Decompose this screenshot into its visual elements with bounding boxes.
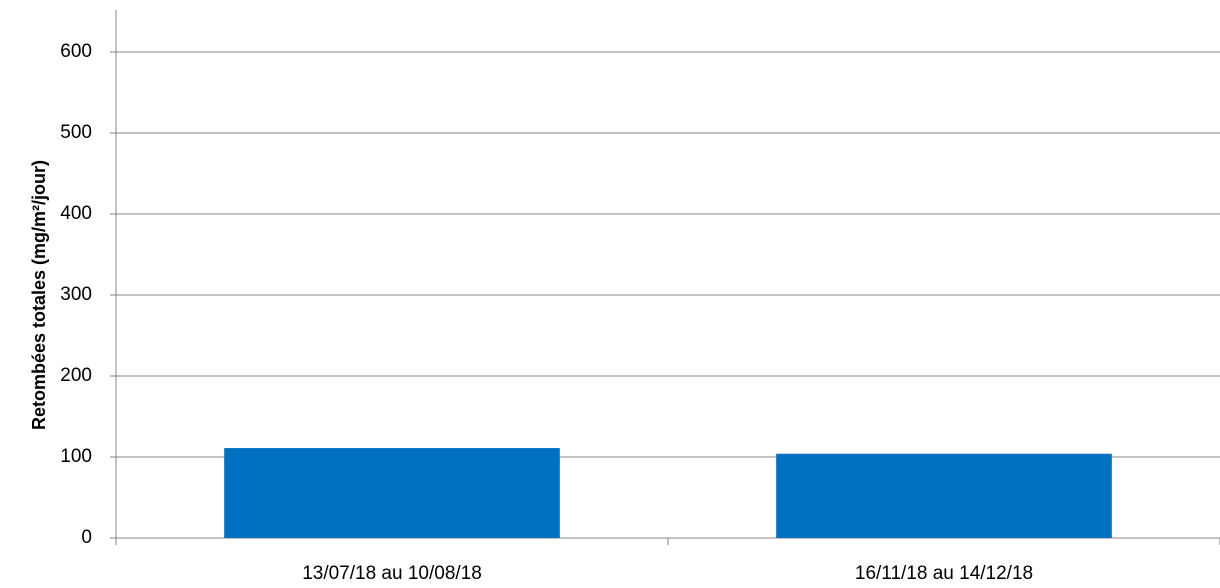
y-tick-label: 400	[60, 203, 92, 224]
y-tick-label: 600	[60, 41, 92, 62]
y-tick-label: 0	[81, 527, 92, 548]
bar	[224, 448, 560, 538]
y-tick-label: 200	[60, 365, 92, 386]
y-tick-label: 300	[60, 284, 92, 305]
y-tick-label: 500	[60, 122, 92, 143]
bar	[776, 453, 1112, 538]
y-axis-label: Retombées totales (mg/m²/jour)	[29, 160, 49, 430]
x-tick-label: 13/07/18 au 10/08/18	[302, 563, 482, 584]
y-tick-label: 100	[60, 446, 92, 467]
x-tick-label: 16/11/18 au 14/12/18	[855, 563, 1033, 584]
